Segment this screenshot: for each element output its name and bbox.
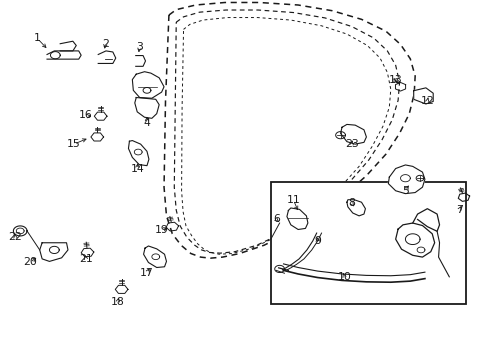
Text: 6: 6 [272, 215, 279, 224]
Text: 5: 5 [401, 186, 408, 196]
Polygon shape [143, 246, 166, 267]
Text: 13: 13 [388, 75, 402, 85]
Text: 19: 19 [154, 225, 168, 235]
Text: 23: 23 [344, 139, 358, 149]
Text: 14: 14 [130, 164, 144, 174]
Text: 4: 4 [143, 118, 150, 128]
Text: 20: 20 [23, 257, 37, 267]
Text: 18: 18 [111, 297, 124, 307]
Text: 11: 11 [286, 195, 300, 205]
Polygon shape [40, 243, 68, 261]
Polygon shape [135, 98, 159, 118]
Polygon shape [340, 125, 366, 144]
Polygon shape [413, 88, 432, 104]
Polygon shape [395, 223, 434, 257]
Text: 17: 17 [140, 268, 154, 278]
Text: 9: 9 [314, 236, 321, 246]
Text: 3: 3 [136, 42, 143, 52]
Text: 12: 12 [420, 96, 433, 106]
Text: 1: 1 [34, 33, 41, 43]
Text: 7: 7 [455, 206, 462, 216]
Text: 2: 2 [102, 39, 109, 49]
Text: 16: 16 [79, 111, 93, 121]
Polygon shape [128, 140, 149, 166]
Polygon shape [387, 165, 424, 194]
Text: 21: 21 [79, 254, 93, 264]
Polygon shape [286, 208, 307, 229]
Text: 22: 22 [8, 232, 22, 242]
Polygon shape [346, 200, 365, 216]
Text: 10: 10 [337, 272, 351, 282]
Text: 8: 8 [347, 198, 354, 208]
Polygon shape [132, 72, 163, 98]
Polygon shape [47, 51, 81, 59]
Polygon shape [98, 51, 116, 63]
Bar [271, 182, 466, 304]
Text: 15: 15 [67, 139, 81, 149]
Polygon shape [136, 55, 145, 66]
